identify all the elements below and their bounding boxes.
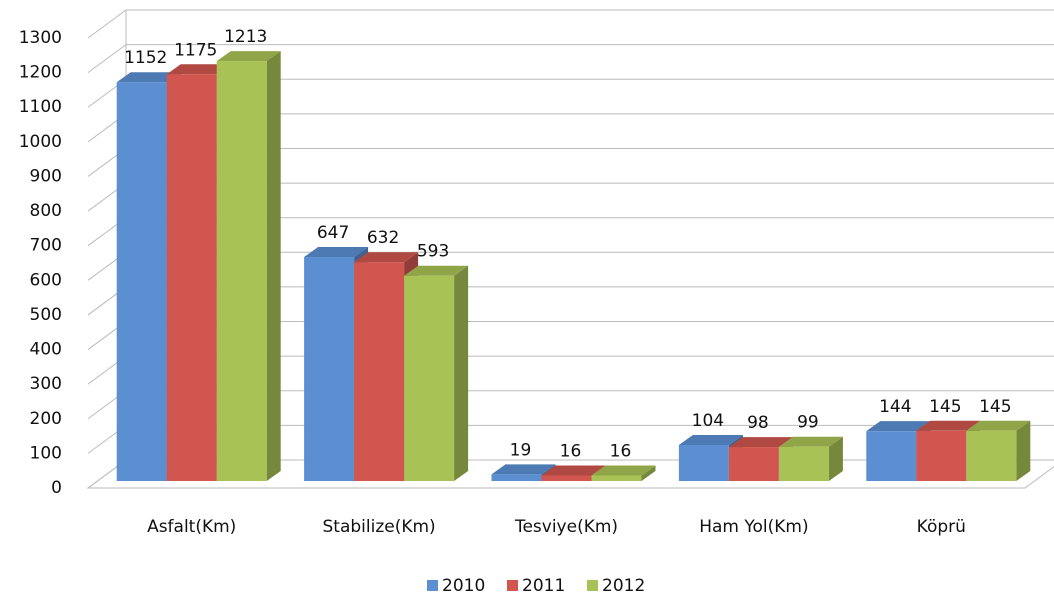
bar-front [304,257,355,481]
bar-top [778,436,843,447]
bar [216,51,281,481]
bar-front [866,431,917,481]
value-label: 1152 [124,48,167,68]
bar-top [404,265,469,276]
bar-front [678,445,729,481]
bar-side [266,51,281,481]
value-label: 1175 [174,40,217,60]
labels: 0 100 200 300 400 500 600 700 800 900 1000 1100 1200… [19,27,1012,596]
x-tick-label: Stabilize(Km) [322,517,435,537]
bar-side [454,265,469,481]
legend-label: 2011 [522,576,565,596]
bar-front [404,275,455,481]
bar-front [916,430,967,481]
value-label: 145 [929,397,961,417]
y-tick-label: 400 [30,340,62,360]
bar-top [116,72,181,83]
bar-top [304,247,369,258]
bar-top [866,421,931,432]
value-label: 99 [797,413,819,433]
value-label: 593 [417,242,449,262]
y-tick-label: 900 [30,166,62,186]
bar-top [678,435,743,445]
y-tick-label: 200 [30,409,62,429]
bar-top [591,465,656,476]
legend-swatch [427,580,438,591]
bar-top [541,465,606,476]
y-tick-label: 300 [30,374,62,394]
bar-top [728,437,793,448]
y-tick-label: 1000 [19,132,62,152]
value-label: 98 [747,413,769,433]
bar-top [916,420,981,431]
value-label: 19 [510,440,532,460]
value-label: 16 [560,441,582,461]
value-label: 145 [979,397,1011,417]
bar-front [491,474,542,481]
bars [116,51,1031,482]
y-tick-label: 800 [30,201,62,221]
grid-line [87,9,1054,39]
bar-top [216,51,281,62]
legend-swatch [587,580,598,591]
bar-front [778,446,829,481]
bar-top [166,64,231,75]
legend-label: 2010 [442,576,485,596]
y-tick-label: 500 [30,305,62,325]
y-tick-label: 600 [30,270,62,290]
grid-line [87,44,1054,74]
bar-side [1016,420,1031,481]
bar-front [591,475,642,481]
y-tick-label: 100 [30,443,62,463]
x-tick-label: Asfalt(Km) [147,517,236,537]
value-label: 144 [879,397,911,417]
value-label: 16 [610,441,632,461]
value-label: 632 [367,228,399,248]
legend-label: 2012 [602,576,645,596]
bar-front [966,430,1017,481]
bar [778,436,843,481]
bar-front [216,61,267,481]
y-tick-label: 700 [30,236,62,256]
value-label: 647 [317,223,349,243]
bar [404,265,469,481]
bar-side [641,465,656,481]
bar-top [966,420,1031,431]
x-tick-label: Köprü [917,517,966,537]
y-tick-label: 1300 [19,28,62,48]
value-label: 1213 [224,27,267,47]
x-tick-label: Tesviye(Km) [514,517,618,537]
bar-front [116,82,167,481]
value-label: 104 [692,411,724,431]
legend-swatch [507,580,518,591]
y-tick-label: 1100 [19,97,62,117]
bar [966,420,1031,481]
bar-front [541,475,592,481]
bar-side [828,436,843,481]
bar-top [491,464,556,475]
bar-front [728,447,779,481]
y-tick-label: 0 [51,478,62,498]
bar-front [166,74,217,482]
bar-front [354,262,405,481]
bar-top [354,252,419,263]
y-tick-label: 1200 [19,63,62,83]
x-tick-label: Ham Yol(Km) [699,517,808,537]
bar [591,465,656,481]
